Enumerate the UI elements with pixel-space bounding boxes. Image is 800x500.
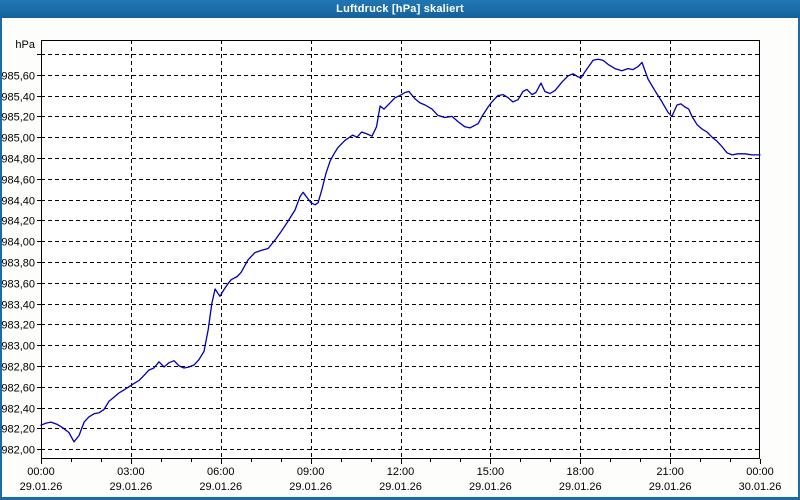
x-tick-date-label: 29.01.26 [199, 481, 242, 493]
horizontal-gridlines [41, 54, 760, 450]
y-tick-label: 985,20 [2, 112, 35, 124]
y-tick-label: 983,60 [2, 279, 35, 291]
x-tick-time-label: 12:00 [387, 466, 415, 478]
window-title-bar: Luftdruck [hPa] skaliert [0, 0, 800, 18]
x-tick-time-label: 03:00 [117, 466, 145, 478]
y-tick-label: 985,40 [2, 92, 35, 104]
y-tick-label: 982,80 [2, 362, 35, 374]
y-tick-label: 983,00 [2, 341, 35, 353]
x-tick-time-label: 00:00 [746, 466, 774, 478]
x-tick-time-label: 00:00 [27, 466, 55, 478]
y-axis-ticks [37, 54, 41, 450]
x-tick-time-label: 21:00 [656, 466, 684, 478]
x-tick-date-label: 29.01.26 [379, 481, 422, 493]
y-tick-label: 984,20 [2, 216, 35, 228]
x-tick-time-label: 09:00 [297, 466, 325, 478]
y-tick-label: 984,00 [2, 237, 35, 249]
y-tick-label: 982,40 [2, 404, 35, 416]
y-tick-label: 984,80 [2, 154, 35, 166]
x-tick-time-label: 06:00 [207, 466, 235, 478]
y-axis-unit-label: hPa [15, 39, 35, 51]
x-tick-date-label: 29.01.26 [469, 481, 512, 493]
plot-border [41, 40, 760, 459]
plot-area [41, 40, 760, 459]
y-tick-label: 984,60 [2, 175, 35, 187]
x-axis-labels: 00:00 29.01.26 03:00 29.01.26 06:00 29.01.26 0… [20, 466, 782, 493]
x-tick-date-label: 29.01.26 [649, 481, 692, 493]
x-tick-date-label: 29.01.26 [109, 481, 152, 493]
x-tick-date-label: 29.01.26 [289, 481, 332, 493]
chart-panel: 982,00 982,20 982,40 982,60 982,80 983,00 983,… [1, 18, 798, 497]
y-tick-label: 983,80 [2, 258, 35, 270]
x-tick-time-label: 18:00 [566, 466, 594, 478]
y-tick-label: 982,60 [2, 383, 35, 395]
pressure-curve [40, 58, 761, 443]
x-tick-time-label: 15:00 [477, 466, 505, 478]
y-tick-label: 982,00 [2, 445, 35, 457]
y-tick-label: 985,00 [2, 133, 35, 145]
y-tick-label: 983,20 [2, 320, 35, 332]
x-axis-ticks [41, 459, 761, 464]
y-axis-labels: 982,00 982,20 982,40 982,60 982,80 983,00 983,… [1, 71, 35, 457]
pressure-chart-svg: 982,00 982,20 982,40 982,60 982,80 983,00 983,… [1, 39, 782, 493]
window-title: Luftdruck [hPa] skaliert [336, 3, 464, 15]
x-tick-date-label: 29.01.26 [559, 481, 602, 493]
x-tick-date-label: 30.01.26 [739, 481, 782, 493]
y-tick-label: 985,60 [2, 71, 35, 83]
y-tick-label: 983,40 [2, 300, 35, 312]
y-tick-label: 984,40 [2, 196, 35, 208]
x-tick-date-label: 29.01.26 [20, 481, 63, 493]
y-tick-label: 982,20 [2, 424, 35, 436]
